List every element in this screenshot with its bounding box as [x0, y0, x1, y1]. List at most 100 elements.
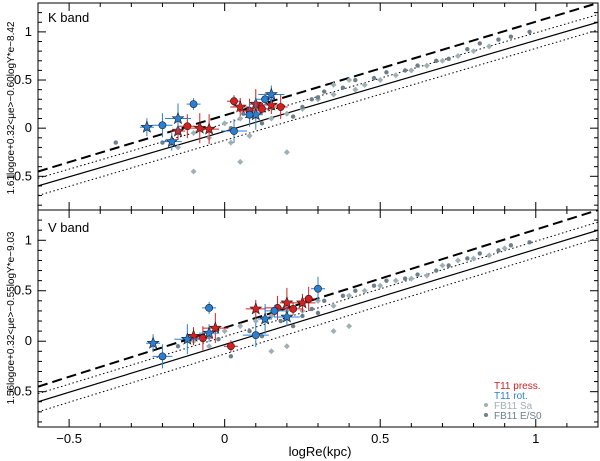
point-t11-press-star: [264, 98, 278, 111]
legend-marker-es0: [484, 413, 488, 417]
point-fb11-sa: [470, 255, 477, 262]
point-fb11-sa: [330, 328, 337, 335]
band-label-k: K band: [48, 10, 89, 25]
point-fb11-sa: [330, 81, 337, 88]
point-fb11-sa: [175, 144, 181, 151]
point-fb11-sa: [237, 323, 244, 330]
y-tick-label: 1: [25, 24, 32, 39]
point-fb11-es0: [477, 41, 482, 46]
band-label-v: V band: [48, 220, 89, 235]
point-fb11-sa: [227, 139, 234, 146]
point-t11-press-circle: [226, 342, 235, 351]
point-t11-rot-circle: [261, 95, 270, 104]
point-fb11-sa: [439, 57, 446, 64]
point-fb11-sa: [206, 343, 213, 350]
point-fb11-es0: [384, 70, 389, 75]
point-t11-press-star: [208, 321, 222, 334]
point-fb11-sa: [455, 257, 461, 264]
legend-item-es0: FB11 E/S0: [494, 411, 542, 422]
x-axis-label: logRe(kpc): [289, 444, 352, 459]
point-fb11-sa: [439, 262, 446, 269]
point-fb11-sa: [283, 110, 290, 117]
panel-frame-top: [37, 2, 599, 211]
y-tick-label: 0: [25, 333, 32, 348]
point-t11-press-circle: [230, 97, 238, 106]
point-t11-press-star: [280, 296, 294, 309]
legend-marker-sa: [484, 403, 488, 407]
point-t11-rot-star: [258, 312, 272, 325]
point-fb11-es0: [160, 140, 165, 145]
legend-item-sa: FB11 Sa: [494, 401, 533, 412]
point-fb11-sa: [190, 129, 197, 136]
y-tick-label: −0.5: [6, 168, 32, 183]
point-fb11-es0: [415, 272, 420, 277]
point-fb11-sa: [392, 72, 399, 79]
legend: T11 press. T11 rot. FB11 Sa FB11 E/S0: [484, 381, 542, 422]
point-fb11-es0: [496, 37, 501, 42]
point-t11-rot-star: [146, 336, 160, 349]
point-fb11-sa: [252, 318, 259, 325]
point-fb11-sa: [330, 91, 337, 98]
point-fb11-es0: [477, 251, 482, 256]
point-fb11-es0: [290, 323, 296, 329]
y-axis-label-bottom: 1.56logσe+0.32<μe>−0.55logΥ*e−9.03: [6, 231, 17, 404]
point-fb11-sa: [361, 287, 368, 294]
point-t11-press-star: [193, 121, 207, 134]
y-tick-label: −0.5: [6, 384, 32, 399]
point-fb11-sa: [408, 67, 415, 74]
point-fb11-sa: [352, 86, 359, 93]
point-fb11-sa: [377, 282, 384, 289]
point-t11-rot-circle: [251, 331, 260, 340]
point-fb11-sa: [486, 252, 493, 259]
point-t11-rot-circle: [189, 100, 198, 108]
point-fb11-sa: [221, 120, 228, 127]
plot-area-bottom: −0.5 0 0.5 1 −0.5 0 0.5 1: [6, 210, 599, 446]
point-t11-rot-circle: [245, 110, 254, 119]
plot-area-top: −0.5 0 0.5 1: [6, 3, 599, 210]
x-tick-label: 1: [532, 431, 539, 446]
legend-item-rot: T11 rot.: [494, 391, 528, 402]
point-t11-press-star: [202, 122, 216, 135]
point-fb11-sa: [455, 52, 461, 59]
point-fb11-es0: [228, 354, 234, 359]
point-fb11-sa: [377, 77, 384, 84]
point-fb11-sa: [346, 292, 353, 299]
point-fb11-sa: [283, 149, 290, 156]
point-fb11-es0: [371, 283, 377, 288]
point-t11-rot-star: [280, 310, 294, 323]
point-t11-press-circle: [198, 334, 207, 343]
point-fb11-es0: [241, 111, 246, 116]
point-fb11-es0: [247, 328, 252, 334]
point-fb11-es0: [309, 97, 314, 102]
point-t11-rot-star: [140, 120, 154, 133]
point-fb11-es0: [322, 298, 327, 304]
point-fb11-es0: [309, 306, 314, 312]
point-fb11-sa: [268, 115, 275, 122]
point-fb11-sa: [408, 275, 415, 282]
fit-line-dotted-upper: [38, 14, 598, 179]
point-fb11-es0: [259, 121, 265, 126]
point-fb11-es0: [340, 85, 346, 90]
point-fb11-sa: [190, 168, 197, 175]
point-fb11-es0: [508, 243, 514, 248]
point-fb11-sa: [237, 158, 244, 165]
point-fb11-es0: [465, 47, 470, 52]
point-fb11-es0: [434, 268, 439, 273]
point-fb11-es0: [175, 344, 181, 349]
point-fb11-es0: [353, 288, 358, 293]
point-fb11-es0: [446, 56, 451, 62]
point-fb11-es0: [371, 75, 377, 81]
point-fb11-sa: [392, 277, 399, 284]
point-fb11-sa: [470, 48, 477, 55]
point-fb11-es0: [113, 140, 118, 145]
point-fb11-es0: [465, 256, 470, 261]
point-fb11-sa: [361, 81, 368, 88]
point-t11-rot-circle: [270, 307, 279, 315]
point-t11-press-circle: [258, 105, 266, 113]
point-fb11-es0: [415, 63, 420, 68]
point-t11-press-circle: [304, 294, 313, 303]
point-fb11-es0: [315, 95, 321, 100]
point-t11-rot-star: [264, 87, 278, 101]
point-fb11-es0: [340, 293, 346, 298]
